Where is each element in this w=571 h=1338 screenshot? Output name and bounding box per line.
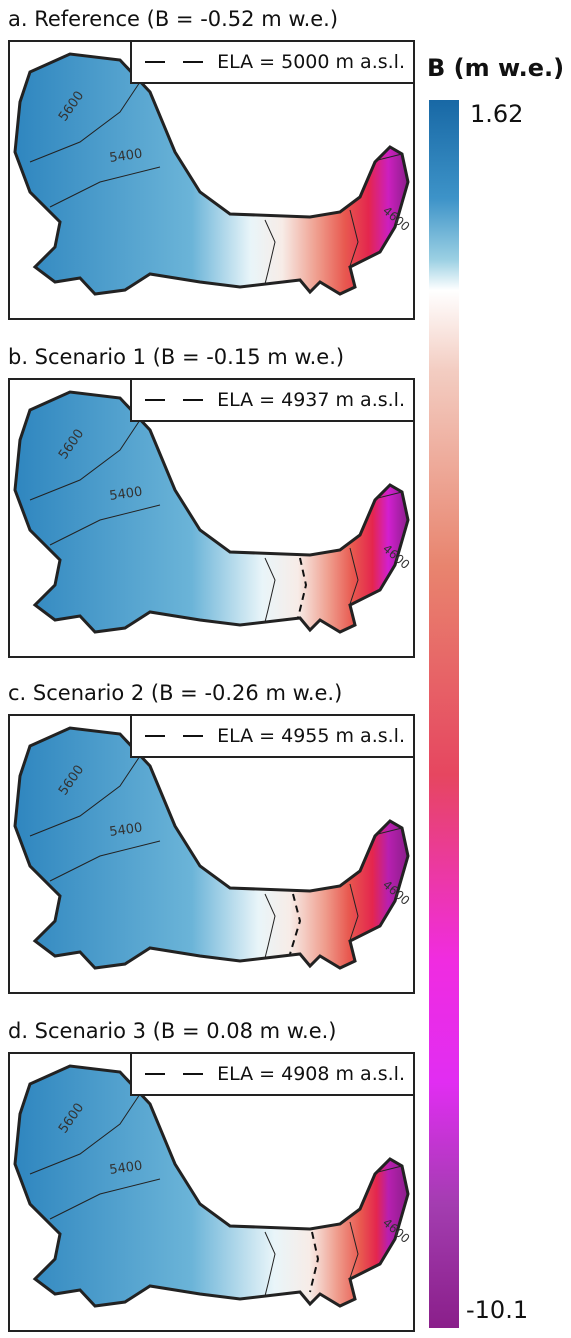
contour-line-5000 bbox=[264, 219, 276, 285]
scenario-ela-line bbox=[289, 893, 302, 955]
panel-a-title: a. Reference (B = -0.52 m w.e.) bbox=[8, 7, 339, 31]
panel-d-map: 5600 5400 4600 ELA = 4908 m a.s.l. bbox=[8, 1052, 415, 1332]
contour-line-4600 bbox=[377, 491, 403, 499]
ela-legend: ELA = 4937 m a.s.l. bbox=[130, 380, 413, 422]
dashed-line-icon bbox=[145, 1072, 205, 1076]
contour-line-4600 bbox=[377, 827, 403, 835]
ela-legend-text: ELA = 4955 m a.s.l. bbox=[217, 725, 405, 747]
scenario-ela-line bbox=[309, 1231, 320, 1293]
contour-line-4600 bbox=[377, 153, 403, 161]
glacier-outline bbox=[13, 1064, 410, 1308]
contour-line-5000 bbox=[264, 1231, 276, 1297]
colorbar-title: B (m w.e.) bbox=[427, 54, 565, 82]
panel-c-title: c. Scenario 2 (B = -0.26 m w.e.) bbox=[8, 681, 343, 705]
panel-b-title: b. Scenario 1 (B = -0.15 m w.e.) bbox=[8, 345, 345, 369]
panel-c-map: 5600 5400 4600 ELA = 4955 m a.s.l. bbox=[8, 714, 415, 994]
ela-legend: ELA = 4908 m a.s.l. bbox=[130, 1054, 413, 1096]
panel-d-title: d. Scenario 3 (B = 0.08 m w.e.) bbox=[8, 1019, 337, 1043]
contour-label-5400: 5400 bbox=[108, 485, 143, 504]
ela-legend: ELA = 4955 m a.s.l. bbox=[130, 716, 413, 758]
contour-line-5000 bbox=[264, 893, 276, 959]
glacier-outline bbox=[13, 726, 410, 970]
glacier-outline bbox=[13, 52, 410, 296]
contour-label-5400: 5400 bbox=[108, 147, 143, 166]
contour-label-5400: 5400 bbox=[108, 1159, 143, 1178]
contour-line-4800 bbox=[349, 883, 359, 941]
contour-line-5600 bbox=[29, 755, 141, 837]
contour-line-5600 bbox=[29, 1093, 141, 1175]
colorbar-max-label: 1.62 bbox=[470, 100, 524, 128]
contour-label-5400: 5400 bbox=[108, 821, 143, 840]
contour-line-5400 bbox=[49, 840, 161, 882]
colorbar-min-label: -10.1 bbox=[466, 1296, 529, 1324]
panel-a-map: 5600 5400 4600 ELA = 5000 m a.s.l. bbox=[8, 40, 415, 320]
contour-line-4600 bbox=[377, 1165, 403, 1173]
glacier-map: 5600 5400 4600 bbox=[13, 52, 412, 296]
contour-line-4800 bbox=[349, 1221, 359, 1279]
colorbar bbox=[429, 100, 459, 1328]
ela-legend-text: ELA = 5000 m a.s.l. bbox=[217, 51, 405, 73]
contour-line-4800 bbox=[349, 209, 359, 267]
ela-legend-text: ELA = 4908 m a.s.l. bbox=[217, 1063, 405, 1085]
panel-b-map: 5600 5400 4600 ELA = 4937 m a.s.l. bbox=[8, 378, 415, 658]
glacier-map: 5600 5400 4600 bbox=[13, 726, 412, 970]
ela-legend: ELA = 5000 m a.s.l. bbox=[130, 42, 413, 84]
glacier-outline bbox=[13, 390, 410, 634]
ela-legend-text: ELA = 4937 m a.s.l. bbox=[217, 389, 405, 411]
glacier-map: 5600 5400 4600 bbox=[13, 390, 412, 634]
contour-line-5600 bbox=[29, 419, 141, 501]
scenario-ela-line bbox=[297, 557, 308, 619]
dashed-line-icon bbox=[145, 398, 205, 402]
dashed-line-icon bbox=[145, 734, 205, 738]
contour-line-5000 bbox=[264, 557, 276, 623]
contour-line-5600 bbox=[29, 81, 141, 163]
contour-line-5400 bbox=[49, 1178, 161, 1220]
contour-line-5400 bbox=[49, 166, 161, 208]
dashed-line-icon bbox=[145, 60, 205, 64]
contour-line-4800 bbox=[349, 547, 359, 605]
contour-line-5400 bbox=[49, 504, 161, 546]
glacier-map: 5600 5400 4600 bbox=[13, 1064, 412, 1308]
